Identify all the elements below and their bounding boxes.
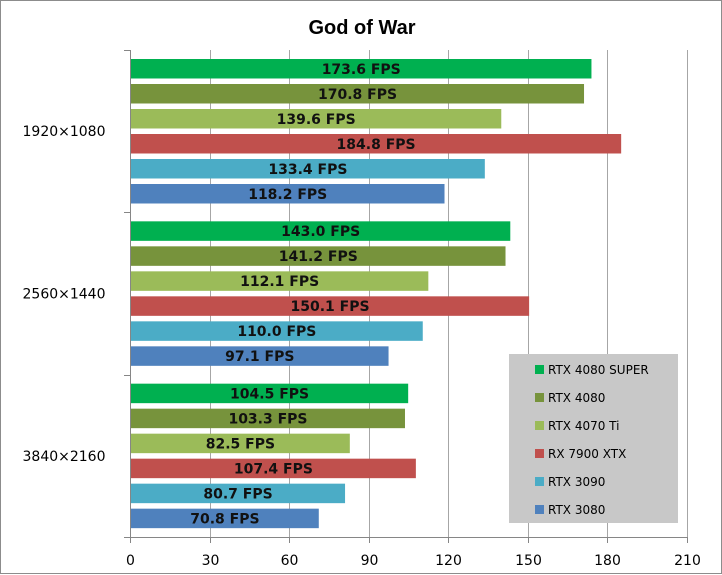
- data-label: 80.7 FPS: [203, 486, 272, 502]
- bar: [131, 159, 485, 179]
- bar: [131, 296, 530, 316]
- bar: [131, 134, 622, 154]
- axes: 0 30 60 90 120 150 180 210 1920×1080 2560×1440 384…: [23, 50, 701, 569]
- data-label: 118.2 FPS: [248, 187, 327, 203]
- x-tick-label: 180: [594, 553, 621, 569]
- bar: [131, 321, 423, 341]
- data-label: 141.2 FPS: [279, 249, 358, 265]
- category-label: 2560×1440: [23, 287, 106, 303]
- data-label: 139.6 FPS: [277, 112, 356, 128]
- bar: [131, 508, 319, 529]
- data-label: 104.5 FPS: [230, 386, 309, 402]
- data-label: 143.0 FPS: [281, 224, 360, 240]
- bars: 173.6 FPS 170.8 FPS 139.6 FPS 184.8 FPS 133.…: [131, 59, 622, 529]
- x-tick-label: 30: [202, 553, 220, 569]
- data-label: 103.3 FPS: [228, 411, 307, 427]
- data-label: 173.6 FPS: [322, 62, 401, 78]
- legend-box: [509, 354, 678, 523]
- bar: [131, 221, 511, 241]
- x-tick-label: 210: [674, 553, 701, 569]
- bar: [131, 84, 585, 104]
- x-tick-label: 0: [126, 553, 135, 569]
- legend-label: RTX 4080: [548, 391, 605, 405]
- chart-title: God of War: [308, 17, 415, 39]
- bar: [131, 271, 429, 291]
- x-tick-label: 150: [515, 553, 542, 569]
- data-label: 97.1 FPS: [225, 349, 294, 365]
- data-label: 112.1 FPS: [240, 274, 319, 290]
- bar: [131, 433, 350, 454]
- legend-swatch: [535, 477, 544, 486]
- legend-swatch: [535, 421, 544, 430]
- legend-label: RTX 4080 SUPER: [548, 363, 649, 377]
- data-label: 170.8 FPS: [318, 87, 397, 103]
- x-tick-label: 90: [361, 553, 379, 569]
- legend-swatch: [535, 365, 544, 374]
- data-label: 70.8 FPS: [190, 511, 259, 527]
- data-label: 133.4 FPS: [268, 162, 347, 178]
- legend-label: RTX 3080: [548, 503, 605, 517]
- bar: [131, 109, 502, 129]
- gridlines: [210, 50, 688, 537]
- x-tick-label: 120: [435, 553, 462, 569]
- legend-label: RX 7900 XTX: [548, 447, 626, 461]
- legend-swatch: [535, 449, 544, 458]
- bar: [131, 346, 389, 366]
- data-label: 82.5 FPS: [206, 436, 275, 452]
- bar: [131, 483, 346, 504]
- legend-label: RTX 3090: [548, 475, 605, 489]
- x-tick-label: 60: [281, 553, 299, 569]
- bar: [131, 59, 592, 79]
- bar: [131, 184, 445, 204]
- category-label: 1920×1080: [23, 124, 106, 140]
- legend-swatch: [535, 393, 544, 402]
- data-label: 110.0 FPS: [237, 324, 316, 340]
- category-label: 3840×2160: [23, 449, 106, 465]
- legend-label: RTX 4070 Ti: [548, 419, 619, 433]
- bar: [131, 458, 416, 479]
- data-label: 150.1 FPS: [291, 299, 370, 315]
- bar: [131, 408, 405, 429]
- bar: [131, 383, 409, 404]
- data-label: 107.4 FPS: [234, 461, 313, 477]
- legend: RTX 4080 SUPER RTX 4080 RTX 4070 Ti RX 7900…: [509, 354, 678, 523]
- bar: [131, 246, 506, 266]
- legend-swatch: [535, 505, 544, 514]
- data-label: 184.8 FPS: [337, 137, 416, 153]
